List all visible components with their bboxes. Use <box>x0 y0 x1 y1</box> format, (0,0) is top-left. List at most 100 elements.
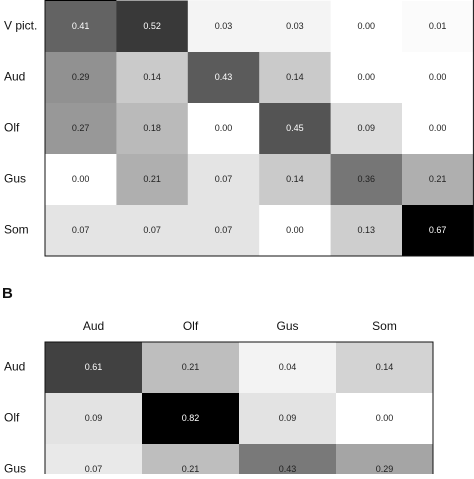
heatmap-cell <box>116 0 189 2</box>
cell-value-label: 0.07 <box>85 464 103 474</box>
heatmap-cell <box>402 205 474 257</box>
cell-value-label: 0.21 <box>182 362 200 372</box>
heatmap-cell <box>116 154 189 206</box>
cell-value-label: 0.03 <box>215 21 233 31</box>
heatmap-cell <box>330 103 403 155</box>
heatmap-cell <box>116 1 189 53</box>
heatmap-cell <box>336 444 434 479</box>
cell-value-label: 0.00 <box>286 225 304 235</box>
cell-value-label: 0.07 <box>72 225 90 235</box>
cell-value-label: 0.09 <box>279 413 297 423</box>
row-label: Gus <box>4 172 26 186</box>
heatmap-cell <box>259 205 332 257</box>
heatmap-cell <box>330 205 403 257</box>
cell-value-label: 0.14 <box>286 72 304 82</box>
heatmap-cell <box>259 103 332 155</box>
heatmap-cell <box>259 154 332 206</box>
heatmap-cell <box>330 0 403 2</box>
heatmap-cell <box>402 52 474 104</box>
heatmap-cell <box>402 154 474 206</box>
panel-b-heatmap: B Aud Olf Gus Som Aud 0.61 0.21 0.04 0.14 Olf 0.09 0… <box>2 285 434 479</box>
heatmap-cell <box>336 342 434 394</box>
heatmap-cell <box>45 0 117 2</box>
row-label: Aud <box>4 70 25 84</box>
heatmap-cell <box>187 0 260 2</box>
heatmap-cell <box>187 52 260 104</box>
heatmap-cell <box>45 103 117 155</box>
heatmap-cell <box>116 205 189 257</box>
cell-value-label: 0.00 <box>429 72 447 82</box>
heatmap-cell <box>45 52 117 104</box>
heatmap-cell <box>330 1 403 53</box>
cell-value-label: 0.52 <box>143 21 161 31</box>
row-label: Olf <box>4 411 20 425</box>
cell-value-label: 0.21 <box>429 174 447 184</box>
cell-value-label: 0.43 <box>215 72 233 82</box>
heatmap-cell <box>45 205 117 257</box>
heatmap-cell <box>116 52 189 104</box>
heatmap-cell <box>402 0 474 2</box>
heatmap-cell <box>187 205 260 257</box>
heatmap-cell <box>142 444 240 479</box>
row-label: Som <box>4 223 29 237</box>
cell-value-label: 0.04 <box>279 362 297 372</box>
cell-value-label: 0.36 <box>358 174 376 184</box>
cell-value-label: 0.03 <box>286 21 304 31</box>
cell-value-label: 0.14 <box>286 174 304 184</box>
heatmap-cell <box>259 1 332 53</box>
cell-value-label: 0.21 <box>182 464 200 474</box>
heatmap-cell <box>259 52 332 104</box>
cell-value-label: 0.00 <box>376 413 394 423</box>
heatmap-cell <box>330 154 403 206</box>
row-label: Gus <box>4 462 26 474</box>
cell-value-label: 0.07 <box>215 174 233 184</box>
heatmap-cell <box>45 393 143 445</box>
cell-value-label: 0.43 <box>279 464 297 474</box>
heatmap-cell <box>142 393 240 445</box>
cell-value-label: 0.09 <box>85 413 103 423</box>
heatmap-frame <box>44 341 434 479</box>
heatmap-cell <box>116 103 189 155</box>
cell-value-label: 0.07 <box>143 225 161 235</box>
column-label: Aud <box>83 319 104 333</box>
heatmap-cell <box>187 1 260 53</box>
heatmap-cell <box>402 1 474 53</box>
cell-value-label: 0.00 <box>429 123 447 133</box>
row-label: Aud <box>4 360 25 374</box>
heatmap-cell <box>45 342 143 394</box>
heatmap-frame <box>44 0 474 257</box>
row-label: V pict. <box>4 19 37 33</box>
cell-value-label: 0.29 <box>376 464 394 474</box>
cell-value-label: 0.13 <box>358 225 376 235</box>
cell-value-label: 0.07 <box>215 225 233 235</box>
cell-value-label: 0.00 <box>72 174 90 184</box>
cell-value-label: 0.00 <box>358 21 376 31</box>
cell-value-label: 0.14 <box>143 72 161 82</box>
cell-value-label: 0.14 <box>376 362 394 372</box>
cell-value-label: 0.61 <box>85 362 103 372</box>
heatmap-cell <box>142 342 240 394</box>
cell-value-label: 0.09 <box>358 123 376 133</box>
cell-value-label: 0.21 <box>143 174 161 184</box>
cell-value-label: 0.82 <box>182 413 200 423</box>
cell-value-label: 0.29 <box>72 72 90 82</box>
row-label: Olf <box>4 121 20 135</box>
cell-value-label: 0.67 <box>429 225 447 235</box>
heatmap-cell <box>402 103 474 155</box>
heatmap-cell <box>239 444 337 479</box>
heatmap-cell <box>45 1 117 53</box>
heatmap-cell <box>45 444 143 479</box>
cell-value-label: 0.18 <box>143 123 161 133</box>
heatmap-cell <box>239 393 337 445</box>
heatmap-cell <box>239 342 337 394</box>
heatmap-cell <box>259 0 332 2</box>
cell-value-label: 0.27 <box>72 123 90 133</box>
cell-value-label: 0.00 <box>358 72 376 82</box>
panel-a-heatmap: V pict. 0.41 0.52 0.03 0.03 0.00 0.01 Aud 0.29 0.… <box>4 0 474 257</box>
column-label: Som <box>372 319 397 333</box>
heatmap-cell <box>336 393 434 445</box>
heatmap-cell <box>330 52 403 104</box>
panel-label: B <box>2 285 13 302</box>
